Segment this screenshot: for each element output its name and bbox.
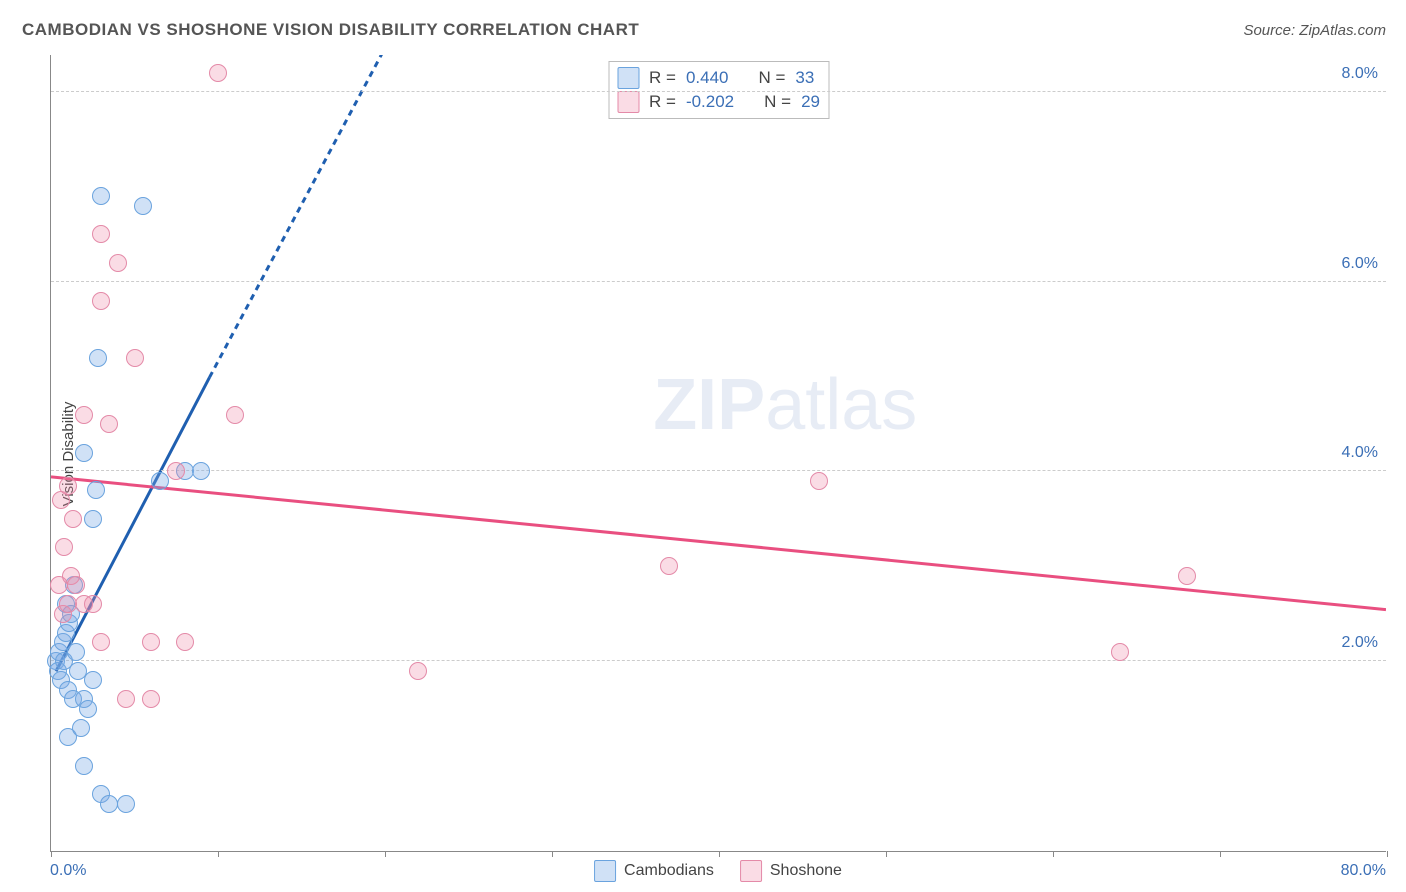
plot-container: Vision Disability ZIPatlas R =0.440N =33…: [50, 55, 1386, 852]
x-tick: [1053, 851, 1054, 857]
data-point-shoshone: [64, 510, 82, 528]
data-point-shoshone: [226, 406, 244, 424]
data-point-shoshone: [67, 576, 85, 594]
data-point-cambodians: [75, 757, 93, 775]
data-point-shoshone: [1178, 567, 1196, 585]
data-point-shoshone: [92, 225, 110, 243]
data-point-shoshone: [92, 292, 110, 310]
x-tick: [385, 851, 386, 857]
data-point-shoshone: [126, 349, 144, 367]
data-point-shoshone: [59, 595, 77, 613]
data-point-cambodians: [92, 187, 110, 205]
x-max-label: 80.0%: [1341, 862, 1386, 880]
data-point-shoshone: [660, 557, 678, 575]
n-label: N =: [764, 92, 791, 112]
trend-lines: [51, 55, 1386, 851]
data-point-shoshone: [167, 462, 185, 480]
chart-source: Source: ZipAtlas.com: [1243, 22, 1386, 39]
r-value: 0.440: [686, 68, 729, 88]
watermark-atlas: atlas: [765, 365, 917, 445]
data-point-shoshone: [100, 415, 118, 433]
x-tick: [1220, 851, 1221, 857]
data-point-cambodians: [84, 671, 102, 689]
legend-item: Cambodians: [594, 860, 714, 882]
data-point-shoshone: [1111, 643, 1129, 661]
data-point-shoshone: [810, 472, 828, 490]
x-min-label: 0.0%: [50, 862, 86, 880]
legend-row-shoshone: R = -0.202 N = 29: [617, 90, 820, 114]
data-point-cambodians: [192, 462, 210, 480]
data-point-cambodians: [89, 349, 107, 367]
plot-area: ZIPatlas R =0.440N =33R =-0.202N =29 2.0…: [50, 55, 1386, 852]
x-tick: [218, 851, 219, 857]
data-point-cambodians: [84, 510, 102, 528]
gridline: [51, 91, 1386, 92]
data-point-cambodians: [151, 472, 169, 490]
gridline: [51, 281, 1386, 282]
data-point-shoshone: [75, 406, 93, 424]
x-tick: [552, 851, 553, 857]
x-tick: [1387, 851, 1388, 857]
data-point-cambodians: [134, 197, 152, 215]
chart-title: CAMBODIAN VS SHOSHONE VISION DISABILITY …: [22, 20, 639, 40]
y-tick-label: 6.0%: [1342, 255, 1378, 273]
gridline: [51, 470, 1386, 471]
data-point-shoshone: [84, 595, 102, 613]
legend-swatch: [740, 860, 762, 882]
data-point-shoshone: [109, 254, 127, 272]
data-point-cambodians: [72, 719, 90, 737]
legend-swatch: [617, 91, 639, 113]
data-point-shoshone: [142, 633, 160, 651]
legend-item: Shoshone: [740, 860, 842, 882]
x-tick: [719, 851, 720, 857]
watermark: ZIPatlas: [653, 364, 917, 446]
data-point-shoshone: [92, 633, 110, 651]
n-value: 33: [795, 68, 814, 88]
x-tick: [51, 851, 52, 857]
gridline: [51, 660, 1386, 661]
legend-label: Shoshone: [770, 862, 842, 880]
y-tick-label: 4.0%: [1342, 444, 1378, 462]
data-point-shoshone: [409, 662, 427, 680]
data-point-shoshone: [117, 690, 135, 708]
data-point-shoshone: [209, 64, 227, 82]
series-legend: Cambodians Shoshone: [594, 860, 842, 882]
r-label: R =: [649, 92, 676, 112]
data-point-cambodians: [79, 700, 97, 718]
y-tick-label: 2.0%: [1342, 634, 1378, 652]
n-label: N =: [758, 68, 785, 88]
legend-row-cambodians: R = 0.440 N = 33: [617, 66, 820, 90]
data-point-cambodians: [75, 444, 93, 462]
data-point-shoshone: [176, 633, 194, 651]
legend-label: Cambodians: [624, 862, 714, 880]
data-point-cambodians: [87, 481, 105, 499]
r-label: R =: [649, 68, 676, 88]
data-point-cambodians: [100, 795, 118, 813]
legend-swatch: [617, 67, 639, 89]
data-point-shoshone: [142, 690, 160, 708]
data-point-cambodians: [67, 643, 85, 661]
data-point-shoshone: [59, 477, 77, 495]
x-tick: [886, 851, 887, 857]
data-point-shoshone: [55, 538, 73, 556]
y-tick-label: 8.0%: [1342, 65, 1378, 83]
watermark-zip: ZIP: [653, 365, 765, 445]
r-value: -0.202: [686, 92, 734, 112]
data-point-cambodians: [117, 795, 135, 813]
n-value: 29: [801, 92, 820, 112]
legend-swatch: [594, 860, 616, 882]
